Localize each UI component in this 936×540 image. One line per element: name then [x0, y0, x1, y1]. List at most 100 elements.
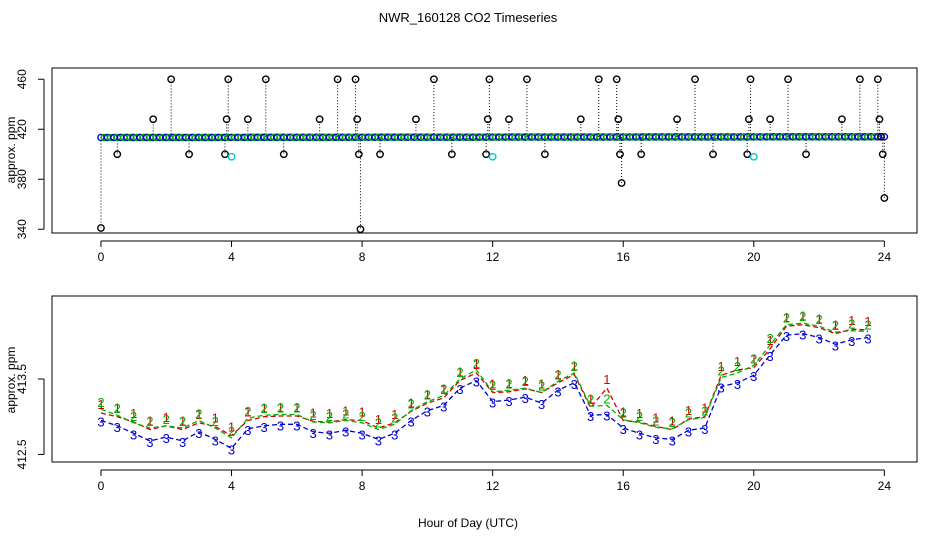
series-3-marker: 3	[146, 435, 153, 450]
top-spike-lines	[100, 79, 885, 230]
top-baseline-points	[97, 132, 889, 142]
series-1-marker: 1	[293, 400, 300, 415]
series-2-marker: 2	[391, 410, 398, 425]
spike-point	[875, 115, 884, 124]
series-1-marker: 1	[391, 407, 398, 422]
series-1-marker: 1	[620, 405, 627, 420]
series-3-marker: 3	[864, 332, 871, 347]
series-2-marker: 2	[375, 416, 382, 431]
series-2-marker: 2	[571, 359, 578, 374]
spike-point	[766, 115, 775, 124]
spike-point	[746, 75, 755, 84]
series-1-marker: 1	[212, 411, 219, 426]
series-1-marker: 1	[456, 365, 463, 380]
x-tick-label: 8	[359, 479, 366, 493]
series-2-marker: 2	[832, 318, 839, 333]
series-1-marker: 1	[864, 314, 871, 329]
cyan-point	[227, 152, 236, 161]
series-1-line	[100, 324, 869, 437]
series-1-marker: 1	[815, 312, 822, 327]
spike-point	[838, 115, 846, 124]
series-2-marker: 2	[424, 388, 431, 403]
spike-point	[167, 75, 176, 84]
spike-point	[224, 75, 233, 84]
series-2-marker: 2	[473, 356, 480, 371]
spike-point	[743, 150, 752, 159]
bottom-y-axis: 412.5 413.5	[15, 364, 45, 469]
series-3-marker: 3	[587, 409, 594, 424]
series-3-marker: 3	[130, 427, 137, 442]
x-tick-label: 24	[878, 250, 892, 264]
spike-point	[279, 150, 288, 159]
y-tick-label: 413.5	[15, 364, 29, 394]
series-3-marker: 3	[375, 433, 382, 448]
bottom-plot-frame	[51, 295, 918, 463]
spike-point	[376, 150, 384, 159]
spike-point	[430, 75, 438, 84]
spike-point	[447, 150, 456, 159]
spike-point	[97, 224, 105, 232]
series-2-marker: 2	[669, 415, 676, 430]
spike-point	[185, 150, 193, 159]
spike-point	[744, 115, 753, 124]
series-1-marker: 1	[342, 404, 349, 419]
series-1-marker: 1	[195, 407, 202, 422]
series-3-line	[100, 333, 869, 450]
x-tick-label: 8	[359, 250, 366, 264]
x-tick-label: 16	[617, 250, 631, 264]
series-1-marker: 1	[701, 401, 708, 416]
x-tick-label: 0	[98, 479, 105, 493]
top-x-axis: 0 4 8 12 16 20 24	[98, 240, 892, 264]
series-2-marker: 2	[146, 414, 153, 429]
series-2-marker: 2	[114, 401, 121, 416]
y-tick-label: 412.5	[15, 439, 29, 469]
series-1-marker: 1	[799, 309, 806, 324]
series-1-marker: 1	[587, 392, 594, 407]
top-panel: 0 4 8 12 16 20 24 340 380 420 460 approx. ppm	[4, 67, 918, 264]
series-3-marker: 3	[342, 424, 349, 439]
top-plot-frame	[51, 67, 918, 234]
y-tick-label: 420	[15, 119, 29, 139]
spike-point	[709, 150, 717, 159]
spike-point	[873, 75, 882, 84]
series-2-marker: 2	[277, 400, 284, 415]
series-3-marker: 3	[750, 369, 757, 384]
series-1-marker: 1	[636, 406, 643, 421]
baseline-point	[880, 132, 889, 141]
series-3-marker: 3	[718, 381, 725, 396]
bottom-x-axis: 0 4 8 12 16 20 24	[98, 469, 891, 493]
spike-point	[784, 75, 792, 84]
series-3-marker: 3	[783, 329, 790, 344]
series-2-marker: 2	[326, 409, 333, 424]
series-2-marker: 2	[407, 397, 414, 412]
spike-point	[614, 115, 623, 124]
spike-point	[482, 150, 491, 159]
spike-point	[221, 150, 229, 159]
series-2-marker: 2	[440, 382, 447, 397]
spike-point	[877, 132, 885, 141]
spike-point	[354, 150, 363, 159]
series-2-marker: 2	[815, 312, 822, 327]
series-2-marker: 2	[342, 407, 349, 422]
series-1-marker: 1	[130, 406, 137, 421]
series-1-marker: 1	[848, 313, 855, 328]
series-1-marker: 1	[783, 310, 790, 325]
series-3-marker: 3	[456, 382, 463, 397]
series-1-marker: 1	[97, 397, 104, 412]
series-3-marker: 3	[391, 427, 398, 442]
series-3-marker: 3	[228, 442, 235, 457]
series-1-marker: 1	[669, 414, 676, 429]
series-2-marker: 2	[489, 378, 496, 393]
spike-point	[483, 115, 492, 124]
series-2-marker: 2	[685, 406, 692, 421]
series-2-marker: 2	[293, 400, 300, 415]
series-2-marker: 2	[864, 317, 871, 332]
series-2-marker: 2	[718, 363, 725, 378]
series-2-marker: 2	[195, 407, 202, 422]
spike-point	[673, 115, 681, 124]
series-1-marker: 1	[652, 411, 659, 426]
series-1-marker: 1	[375, 412, 382, 427]
series-3-marker: 3	[554, 384, 561, 399]
